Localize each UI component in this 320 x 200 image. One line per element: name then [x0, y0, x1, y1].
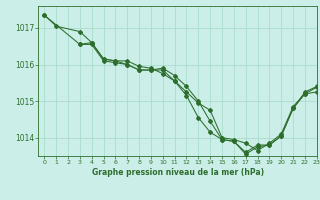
X-axis label: Graphe pression niveau de la mer (hPa): Graphe pression niveau de la mer (hPa) — [92, 168, 264, 177]
